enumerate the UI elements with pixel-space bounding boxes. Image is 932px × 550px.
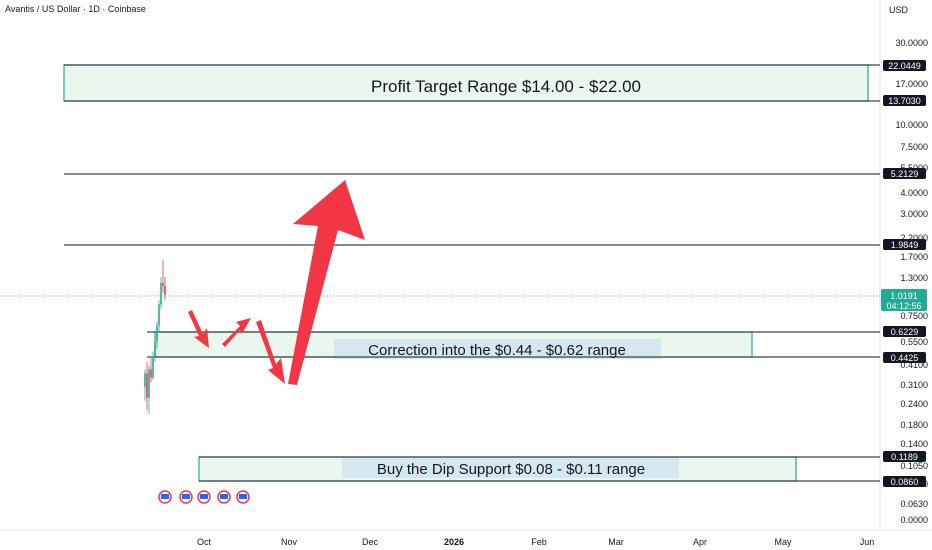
countdown-label: 04:12:56 xyxy=(886,301,921,311)
profit-zone-text: Profit Target Range $14.00 - $22.00 xyxy=(371,77,641,96)
currency-label: USD xyxy=(888,5,908,15)
label-0.6229: 0.6229 xyxy=(891,327,919,337)
projection-arrow-up-big xyxy=(288,180,365,385)
axis-tick: 0.3100 xyxy=(900,380,928,390)
projection-arrow-up-1 xyxy=(222,318,251,347)
label-box-profit-bottom xyxy=(883,95,926,106)
axis-tick: 0.1050 xyxy=(900,461,928,471)
axis-tick: 0.1800 xyxy=(900,420,928,430)
candle[interactable] xyxy=(164,286,166,296)
projection-arrow-down-2 xyxy=(256,320,285,384)
label-profit-top: 22.0449 xyxy=(888,61,921,71)
time-label: Oct xyxy=(197,537,212,547)
candle[interactable] xyxy=(158,304,160,326)
label-5.2129: 5.2129 xyxy=(891,169,919,179)
axis-tick: 0.7500 xyxy=(900,311,928,321)
flag-stripe-icon xyxy=(182,494,190,499)
projection-arrow-down-1 xyxy=(188,310,209,348)
candle[interactable] xyxy=(152,356,154,378)
candle[interactable] xyxy=(148,369,150,398)
axis-tick: 17.0000 xyxy=(895,79,928,89)
time-label: May xyxy=(774,537,792,547)
axis-tick: 3.0000 xyxy=(900,209,928,219)
candle[interactable] xyxy=(160,282,162,305)
candle[interactable] xyxy=(144,373,146,388)
label-profit-bottom: 13.7030 xyxy=(888,96,921,106)
axis-tick: 0.5500 xyxy=(900,337,928,347)
axis-tick: 0.4100 xyxy=(900,360,928,370)
candle[interactable] xyxy=(156,325,158,342)
correction-text-highlight xyxy=(334,339,661,359)
profit-target-zone[interactable] xyxy=(63,64,869,102)
flag-stripe-icon xyxy=(239,494,247,499)
axis-tick: 7.5000 xyxy=(900,142,928,152)
time-label: Dec xyxy=(362,537,379,547)
dip-zone-text: Buy the Dip Support $0.08 - $0.11 range xyxy=(377,461,645,478)
axis-tick: 0.1400 xyxy=(900,439,928,449)
candle[interactable] xyxy=(154,341,156,357)
axis-tick: 0.0000 xyxy=(900,515,928,525)
flag-stripe-icon xyxy=(161,494,169,499)
correction-zone-text: Correction into the $0.44 - $0.62 range xyxy=(368,342,626,359)
candle[interactable] xyxy=(162,282,164,287)
time-label: Apr xyxy=(693,537,707,547)
label-1.9849: 1.9849 xyxy=(891,240,919,250)
dip-text-highlight xyxy=(342,458,679,478)
label-box-0.4425 xyxy=(883,352,926,363)
label-0.0860: 0.0860 xyxy=(891,477,919,487)
time-label: 2026 xyxy=(444,537,464,547)
last-price-label: 1.0191 xyxy=(890,291,918,301)
label-box-0.6229 xyxy=(883,326,926,337)
label-box-0.0860 xyxy=(883,476,926,487)
candle[interactable] xyxy=(146,373,148,398)
label-0.4425: 0.4425 xyxy=(891,353,919,363)
last-price-box xyxy=(881,289,927,311)
candle[interactable] xyxy=(150,369,152,378)
time-label: Mar xyxy=(608,537,624,547)
axis-tick: 4.0000 xyxy=(900,188,928,198)
axis-tick: 1.7000 xyxy=(900,252,928,262)
axis-tick: 0.0630 xyxy=(900,499,928,509)
time-label: Feb xyxy=(531,537,547,547)
label-box-5.2129 xyxy=(883,168,926,179)
axis-tick: 10.0000 xyxy=(895,120,928,130)
label-box-1.9849 xyxy=(883,239,926,250)
axis-tick: 1.3000 xyxy=(900,273,928,283)
label-box-profit-top xyxy=(883,60,926,71)
time-label: Jun xyxy=(860,537,875,547)
time-label: Nov xyxy=(281,537,298,547)
label-box-0.1189 xyxy=(883,451,926,462)
symbol-title: Avantis / US Dollar · 1D · Coinbase xyxy=(5,4,146,14)
label-0.1189: 0.1189 xyxy=(891,452,918,462)
flag-stripe-icon xyxy=(220,494,228,499)
axis-tick: 30.0000 xyxy=(895,38,928,48)
axis-tick: 2.2000 xyxy=(900,233,928,243)
axis-tick: 0.2400 xyxy=(900,399,928,409)
flag-stripe-icon xyxy=(200,494,208,499)
